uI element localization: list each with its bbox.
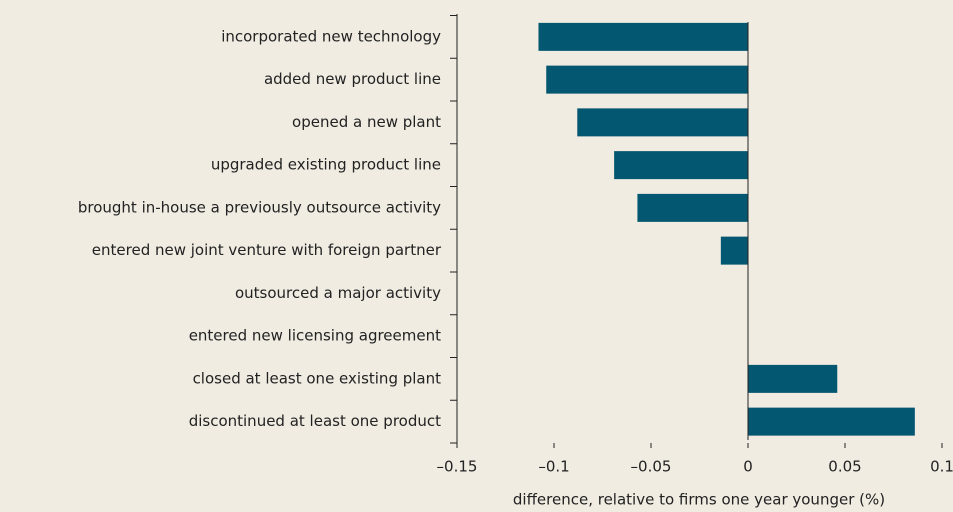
x-tick-label: –0.05 xyxy=(631,458,672,476)
bar xyxy=(614,151,748,180)
bar xyxy=(577,108,748,137)
x-tick-label: 0.05 xyxy=(828,458,861,476)
x-tick-label: –0.1 xyxy=(538,458,569,476)
bar xyxy=(538,22,748,51)
y-tick-label: added new product line xyxy=(264,70,441,88)
bar xyxy=(720,236,748,265)
y-tick-label: brought in-house a previously outsource … xyxy=(78,198,441,216)
y-tick-label: outsourced a major activity xyxy=(235,284,441,302)
bar xyxy=(637,193,748,222)
y-tick-label: opened a new plant xyxy=(292,113,441,131)
x-tick-label: –0.15 xyxy=(437,458,478,476)
x-tick-label: 0.1 xyxy=(930,458,953,476)
bar xyxy=(748,364,838,393)
y-tick-label: entered new licensing agreement xyxy=(189,327,441,345)
x-tick-label: 0 xyxy=(743,458,753,476)
bar xyxy=(546,65,748,94)
y-tick-label: upgraded existing product line xyxy=(211,156,441,174)
bar xyxy=(748,407,915,436)
y-tick-label: entered new joint venture with foreign p… xyxy=(92,241,442,259)
y-tick-label: incorporated new technology xyxy=(221,27,441,45)
y-tick-label: discontinued at least one product xyxy=(189,412,441,430)
y-tick-label: closed at least one existing plant xyxy=(193,369,442,387)
x-axis-label: difference, relative to firms one year y… xyxy=(513,491,885,509)
